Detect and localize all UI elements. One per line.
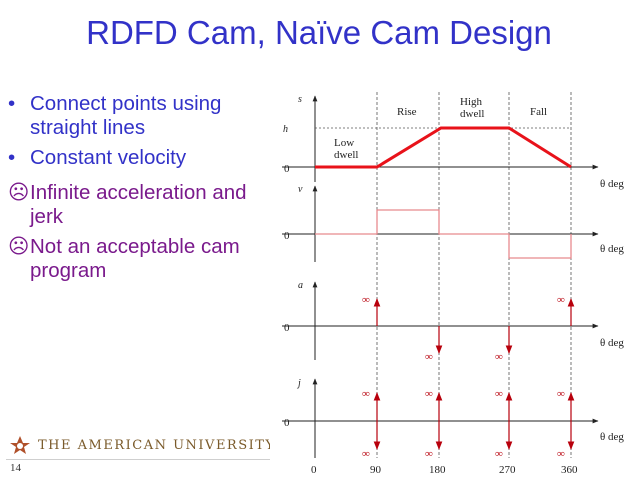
v-theta-label: θ deg [600,243,624,255]
infinity-label: ∞ [557,388,565,400]
bullet-list: • Connect points using straight lines • … [8,92,270,289]
university-logo: THE AMERICAN UNIVERSITY I [6,434,270,460]
fall-label: Fall [530,106,547,118]
x-tick-label: 90 [370,464,382,476]
problem-item: ☹ Infinite acceleration and jerk [8,181,270,229]
bullet-item: • Connect points using straight lines [8,92,270,140]
s-theta-label: θ deg [600,178,624,190]
bullet-text: Constant velocity [30,146,187,169]
infinity-label: ∞ [495,388,503,400]
low-dwell-label: Low dwell [334,137,358,161]
infinity-label: ∞ [362,388,370,400]
x-tick-label: 270 [499,464,516,476]
infinity-label: ∞ [495,448,503,460]
infinity-label: ∞ [425,388,433,400]
s-zero-label: 0 [284,163,290,175]
frown-icon: ☹ [8,235,30,258]
infinity-label: ∞ [425,351,433,363]
x-tick-label: 180 [429,464,446,476]
a-theta-label: θ deg [600,337,624,349]
x-tick-label: 0 [311,464,317,476]
a-zero-label: 0 [284,322,290,334]
page-number: 14 [10,462,21,474]
bullet-item: • Constant velocity [8,146,270,170]
h-level-label: h [283,124,288,135]
dwell-word: dwell [460,108,484,120]
s-axis-label: s [298,94,302,105]
infinity-label: ∞ [557,448,565,460]
problem-text: Infinite acceleration and jerk [30,181,247,228]
j-theta-label: θ deg [600,431,624,443]
j-zero-label: 0 [284,417,290,429]
infinity-label: ∞ [362,448,370,460]
rise-label: Rise [397,106,417,118]
bullet-text: Connect points using straight lines [30,92,222,139]
university-crest-icon [10,436,30,454]
logo-text: THE AMERICAN UNIVERSITY I [38,438,270,453]
v-zero-label: 0 [284,230,290,242]
a-axis-label: a [298,280,303,291]
j-axis-label: j [296,378,301,389]
infinity-label: ∞ [557,294,565,306]
high-dwell-label: High dwell [460,96,485,120]
v-curve [315,209,572,259]
infinity-label: ∞ [495,351,503,363]
x-tick-label: 360 [561,464,578,476]
slide-title: RDFD Cam, Naïve Cam Design [86,14,552,51]
bullet-marker: • [8,92,16,115]
problem-text: Not an acceptable cam program [30,235,240,282]
infinity-label: ∞ [362,294,370,306]
v-axis-label: v [298,184,303,195]
bullet-marker: • [8,146,16,169]
frown-icon: ☹ [8,181,30,204]
low-dwell-word: Low [334,137,354,149]
problem-item: ☹ Not an acceptable cam program [8,235,270,283]
infinity-label: ∞ [425,448,433,460]
dwell-word: dwell [334,149,358,161]
s-curve [315,126,572,169]
high-word: High [460,96,483,108]
